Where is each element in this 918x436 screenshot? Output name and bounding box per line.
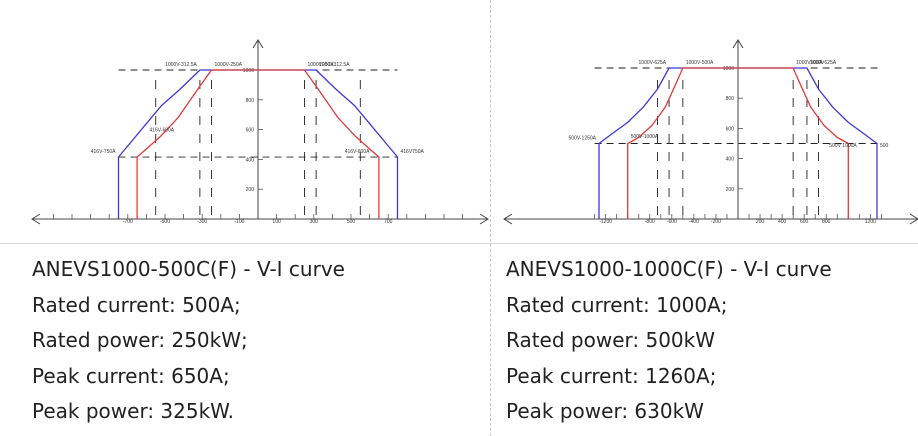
y-tick-label: 1000	[723, 66, 734, 72]
x-tick-label: -600	[667, 219, 677, 225]
panel-divider-vertical	[490, 0, 491, 436]
point-annotation: 500V-1250A	[568, 136, 596, 142]
x-tick-label: -200	[711, 219, 721, 225]
point-annotation: 1000V-500A	[686, 60, 714, 66]
y-tick-label: 800	[726, 96, 735, 102]
point-annotation: 1000V-250A	[215, 62, 243, 68]
x-tick-label: 800	[822, 219, 831, 225]
y-tick-label: 200	[246, 187, 255, 193]
y-axis-arrow	[732, 39, 744, 49]
panel-divider-horizontal	[0, 243, 918, 244]
y-tick-label: 600	[726, 126, 735, 132]
y-tick-label: 400	[726, 157, 735, 163]
x-axis-arrow-left	[31, 213, 41, 225]
rated-current: Rated current: 500A;	[32, 292, 241, 317]
x-tick-label: 700	[384, 219, 393, 225]
point-annotation: 416V750A	[401, 149, 425, 155]
x-tick-label: -800	[645, 219, 655, 225]
y-tick-label: 400	[246, 157, 255, 163]
x-tick-label: -300	[197, 219, 207, 225]
y-tick-label: 1000	[243, 68, 254, 74]
peak-power: Peak power: 630kW	[506, 399, 704, 423]
x-tick-label: -400	[689, 219, 699, 225]
point-annotation: 1000V-625A	[639, 60, 667, 66]
y-tick-label: 800	[246, 98, 255, 104]
x-axis-arrow-right	[909, 213, 918, 225]
peak-current: Peak current: 1260A;	[506, 363, 717, 388]
x-tick-label: 100	[272, 219, 281, 225]
chart-title: ANEVS1000-1000C(F) - V-I curve	[506, 257, 832, 281]
x-tick-label: -500	[160, 219, 170, 225]
point-annotation: 500V 1000A	[829, 143, 857, 149]
point-annotation: 1000V312.5A	[319, 62, 350, 68]
x-tick-label: 500	[347, 219, 356, 225]
peak-power: Peak power: 325kW.	[32, 399, 235, 423]
point-annotation: 416V-600A	[345, 149, 370, 155]
y-tick-label: 600	[246, 128, 255, 134]
x-tick-label: 400	[778, 219, 787, 225]
rated-current: Rated current: 1000A;	[506, 292, 728, 317]
series-rated-envelope-red	[627, 67, 849, 219]
point-annotation: 1000V250A	[308, 62, 335, 68]
point-annotation: 1000V-312.5A	[165, 62, 197, 68]
point-annotation: 416V-600A	[149, 128, 174, 134]
x-tick-label: 200	[756, 219, 765, 225]
x-tick-label: 1200	[865, 219, 876, 225]
point-annotation: 1000V500A	[796, 60, 823, 66]
point-annotation: 1000V625A	[810, 60, 837, 66]
x-tick-label: -700	[123, 219, 133, 225]
x-tick-label: -1200	[599, 219, 612, 225]
chart-title: ANEVS1000-500C(F) - V-I curve	[32, 257, 345, 281]
point-annotation: 500V-1000A	[631, 134, 659, 140]
x-axis-arrow-left	[503, 213, 513, 225]
x-tick-label: -100	[234, 219, 244, 225]
rated-power: Rated power: 500kW	[506, 328, 716, 352]
peak-current: Peak current: 650A;	[32, 363, 230, 388]
vi-curve-chart-500c: 200 400 600 800 1000 -700 -500 -300 -100 100 300 50…	[31, 39, 489, 225]
series-rated-envelope-red	[136, 69, 380, 219]
x-axis-arrow-right	[479, 213, 489, 225]
point-annotation: 500	[880, 143, 889, 149]
y-axis-arrow	[252, 39, 264, 49]
x-tick-label: 600	[800, 219, 809, 225]
rated-power: Rated power: 250kW;	[32, 328, 248, 352]
vi-curve-chart-1000c: 200 400 600 800 1000 -1200 -800 -600 -400 -200 200…	[503, 39, 918, 225]
x-tick-label: 300	[310, 219, 319, 225]
chart-panel-500c: 200 400 600 800 1000 -700 -500 -300 -100 100 300 50…	[31, 39, 489, 430]
chart-panel-1000c: 200 400 600 800 1000 -1200 -800 -600 -400 -200 200…	[490, 0, 918, 436]
y-tick-label: 200	[726, 187, 735, 193]
spec-caption-1000c: ANEVS1000-1000C(F) - V-I curve Rated cur…	[506, 252, 832, 430]
spec-caption-500c: ANEVS1000-500C(F) - V-I curve Rated curr…	[32, 252, 345, 430]
point-annotation: 416V-750A	[91, 149, 116, 155]
